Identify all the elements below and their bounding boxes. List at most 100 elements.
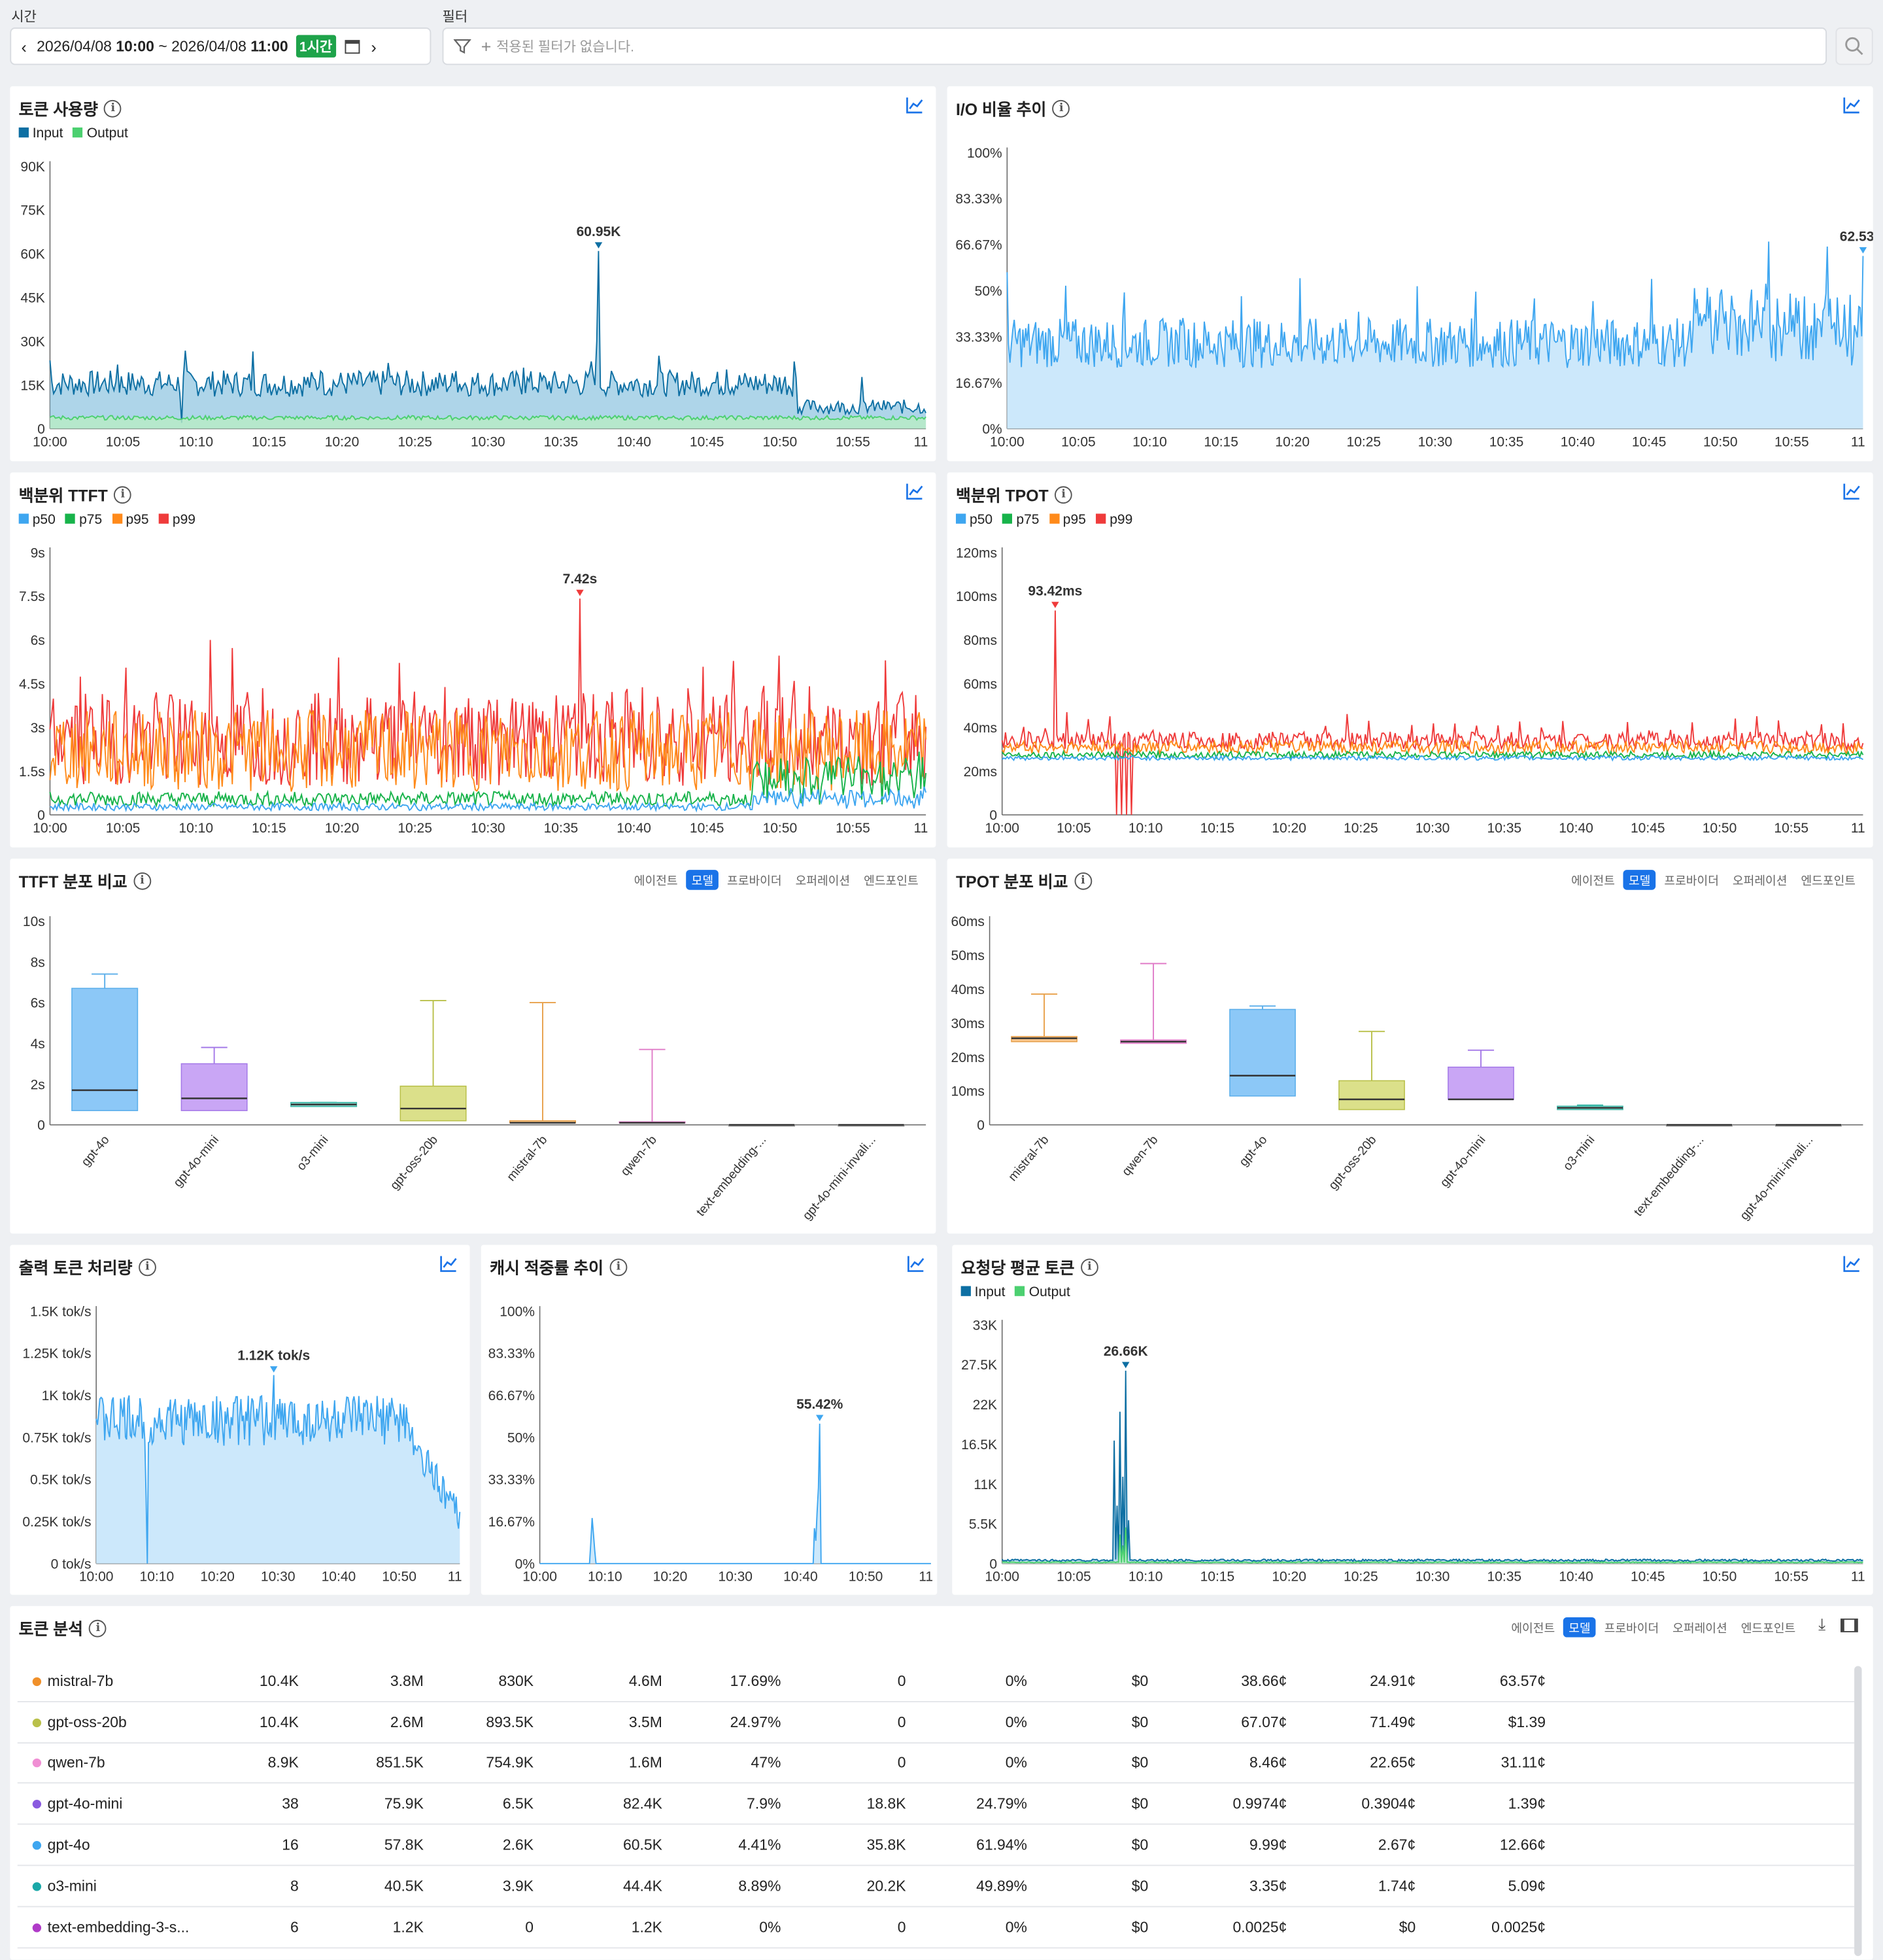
table-row[interactable]: gpt-4o 16 57.8K 2.6K 60.5K 4.41% 35.8K 61.94% $0… (17, 1825, 1855, 1866)
tab-provider[interactable]: 프로바이더 (1664, 874, 1719, 889)
range-badge[interactable]: 1시간 (296, 35, 336, 58)
legend-p99[interactable]: p99 (1096, 513, 1132, 527)
tab-agent[interactable]: 에이전트 (1511, 1622, 1555, 1636)
io-ratio-chart: 100% 83.33% 66.67% 50% 33.33% 16.67% 0%10:00 10… (955, 146, 1873, 449)
peak-marker (576, 589, 584, 596)
search-button[interactable] (1835, 27, 1873, 65)
table-scrollbar[interactable] (1854, 1666, 1862, 1956)
x-tick-label: 10:10 (140, 1570, 175, 1585)
info-icon[interactable]: i (1081, 1258, 1098, 1276)
tab-endpoint[interactable]: 엔드포인트 (1740, 1622, 1796, 1636)
y-tick-label: 50ms (951, 948, 985, 963)
tab-endpoint[interactable]: 엔드포인트 (864, 874, 919, 889)
x-tick-label: 10:50 (763, 434, 798, 449)
time-label: 시간 (11, 10, 37, 26)
x-tick-label: 10:40 (322, 1570, 356, 1585)
columns-icon[interactable] (1841, 1618, 1858, 1632)
table-row[interactable]: gpt-oss-20b 10.4K 2.6M 893.5K 3.5M 24.97% 0 0% $… (17, 1702, 1855, 1744)
tab-operation[interactable]: 오퍼레이션 (1672, 1622, 1727, 1636)
line-chart-icon[interactable] (906, 96, 924, 114)
line-chart-icon[interactable] (1843, 483, 1861, 500)
y-tick-label: 50% (507, 1430, 535, 1445)
legend-output[interactable]: Output (73, 126, 128, 141)
filter-placeholder: 적용된 필터가 없습니다. (496, 40, 635, 56)
y-tick-label: 60K (20, 247, 44, 262)
category-label: gpt-oss-20b (1327, 1133, 1380, 1193)
x-tick-label: 11 (919, 1570, 933, 1585)
table-cell: 35.8K (866, 1836, 906, 1854)
legend-p50[interactable]: p50 (18, 513, 56, 527)
x-tick-label: 10:30 (471, 434, 505, 449)
legend-input[interactable]: Input (960, 1285, 1005, 1300)
tab-model[interactable]: 모델 (1563, 1617, 1596, 1638)
x-tick-label: 11 (448, 1570, 462, 1585)
legend-p75[interactable]: p75 (1002, 513, 1039, 527)
y-tick-label: 0% (982, 422, 1002, 437)
x-tick-label: 10:00 (985, 1570, 1019, 1585)
time-range-picker[interactable]: ‹ 2026/04/08 10:00 ~ 2026/04/08 11:00 1시… (10, 27, 432, 65)
io-line (1006, 241, 1864, 369)
info-icon[interactable]: i (89, 1619, 107, 1637)
tab-endpoint[interactable]: 엔드포인트 (1801, 874, 1856, 889)
tab-agent[interactable]: 에이전트 (634, 874, 678, 889)
y-tick-label: 0 (977, 1118, 985, 1133)
y-tick-label: 30ms (951, 1016, 985, 1031)
x-tick-label: 10:10 (588, 1570, 622, 1585)
x-tick-label: 10:50 (1703, 1570, 1737, 1585)
filter-bar[interactable]: + 적용된 필터가 없습니다. (442, 27, 1827, 65)
legend-output[interactable]: Output (1015, 1285, 1070, 1300)
line-chart-icon[interactable] (440, 1255, 458, 1273)
chevron-right-icon[interactable]: › (371, 37, 377, 56)
info-icon[interactable]: i (139, 1258, 156, 1276)
calendar-icon[interactable] (345, 39, 360, 54)
info-icon[interactable]: i (114, 485, 132, 504)
box-mistral-7b (1011, 1036, 1077, 1042)
tab-operation[interactable]: 오퍼레이션 (1732, 874, 1788, 889)
info-icon[interactable]: i (1052, 99, 1070, 117)
plus-icon[interactable]: + (481, 36, 492, 56)
info-icon[interactable]: i (1055, 485, 1073, 504)
category-label: text-embedding-... (1631, 1133, 1706, 1219)
legend-p95[interactable]: p95 (112, 513, 149, 527)
x-tick-label: 10:05 (1061, 434, 1096, 449)
line-chart-icon[interactable] (1843, 96, 1861, 114)
legend-input[interactable]: Input (18, 126, 63, 141)
line-chart-icon[interactable] (1843, 1255, 1861, 1273)
tab-agent[interactable]: 에이전트 (1571, 874, 1615, 889)
y-tick-label: 50% (975, 284, 1002, 299)
box-gpt-oss-20b (1338, 1080, 1405, 1110)
info-icon[interactable]: i (609, 1258, 628, 1276)
legend-p99[interactable]: p99 (158, 513, 195, 527)
panel-title: I/O 비율 추이 (955, 99, 1047, 119)
x-tick-label: 11 (914, 434, 928, 449)
table-cell: 3.5M (628, 1713, 662, 1731)
info-icon[interactable]: i (104, 99, 122, 117)
table-cell: 18.8K (866, 1795, 906, 1813)
line-chart-icon[interactable] (906, 483, 924, 500)
tab-operation[interactable]: 오퍼레이션 (795, 874, 851, 889)
line-chart-icon[interactable] (907, 1255, 925, 1273)
table-row[interactable]: text-embedding-3-s... 6 1.2K 0 1.2K 0% 0 0% $0 0.… (17, 1907, 1855, 1948)
y-tick-label: 0.5K tok/s (30, 1473, 91, 1488)
tab-provider[interactable]: 프로바이더 (1604, 1622, 1659, 1636)
table-row[interactable]: gpt-4o-mini 38 75.9K 6.5K 82.4K 7.9% 18.8K 24.7… (17, 1784, 1855, 1825)
download-icon[interactable]: ⤓ (1818, 1615, 1826, 1634)
legend-p95[interactable]: p95 (1049, 513, 1086, 527)
peak-marker (815, 1415, 824, 1422)
legend-p50[interactable]: p50 (955, 513, 992, 527)
tab-model[interactable]: 모델 (1623, 870, 1655, 890)
chevron-left-icon[interactable]: ‹ (21, 37, 27, 56)
tab-model[interactable]: 모델 (686, 870, 719, 890)
info-icon[interactable]: i (1074, 871, 1092, 889)
tab-provider[interactable]: 프로바이더 (727, 874, 782, 889)
row-model-name: gpt-oss-20b (18, 1713, 127, 1730)
legend-p75[interactable]: p75 (65, 513, 102, 527)
table-row[interactable]: o3-mini 8 40.5K 3.9K 44.4K 8.89% 20.2K 49.89% $0… (17, 1866, 1855, 1907)
table-cell: 830K (498, 1672, 534, 1690)
table-row[interactable]: mistral-7b 10.4K 3.8M 830K 4.6M 17.69% 0 0% $0 38… (17, 1661, 1855, 1702)
x-tick-label: 10:40 (1561, 434, 1595, 449)
info-icon[interactable]: i (133, 871, 151, 889)
y-tick-label: 16.5K (961, 1437, 997, 1453)
table-cell: 754.9K (486, 1754, 534, 1772)
table-row[interactable]: qwen-7b 8.9K 851.5K 754.9K 1.6M 47% 0 0% $0 8.46¢… (17, 1743, 1855, 1784)
